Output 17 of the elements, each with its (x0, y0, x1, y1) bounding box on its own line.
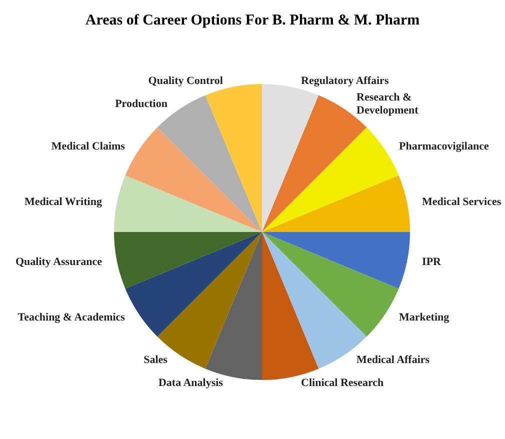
slice-label: Regulatory Affairs (301, 74, 390, 87)
slice-label: Quality Control (148, 74, 223, 87)
chart-title: Areas of Career Options For B. Pharm & M. Pharm (85, 12, 420, 28)
slice-label: Medical Affairs (356, 354, 430, 366)
slice-label: IPR (422, 256, 442, 268)
slice-label: Marketing (399, 312, 450, 324)
slice-label: Production (115, 98, 168, 110)
slice-label: Quality Assurance (15, 256, 102, 268)
slice-label: Research & Development (356, 91, 419, 116)
slice-label: Teaching & Academics (18, 312, 126, 324)
slice-label: Medical Writing (24, 196, 102, 208)
slice-label: Medical Services (422, 196, 502, 208)
slice-label: Medical Claims (51, 140, 126, 152)
slice-label: Data Analysis (158, 377, 224, 390)
slice-label: Clinical Research (301, 377, 384, 390)
slice-label: Sales (144, 354, 168, 366)
slice-label: Pharmacovigilance (399, 140, 489, 152)
